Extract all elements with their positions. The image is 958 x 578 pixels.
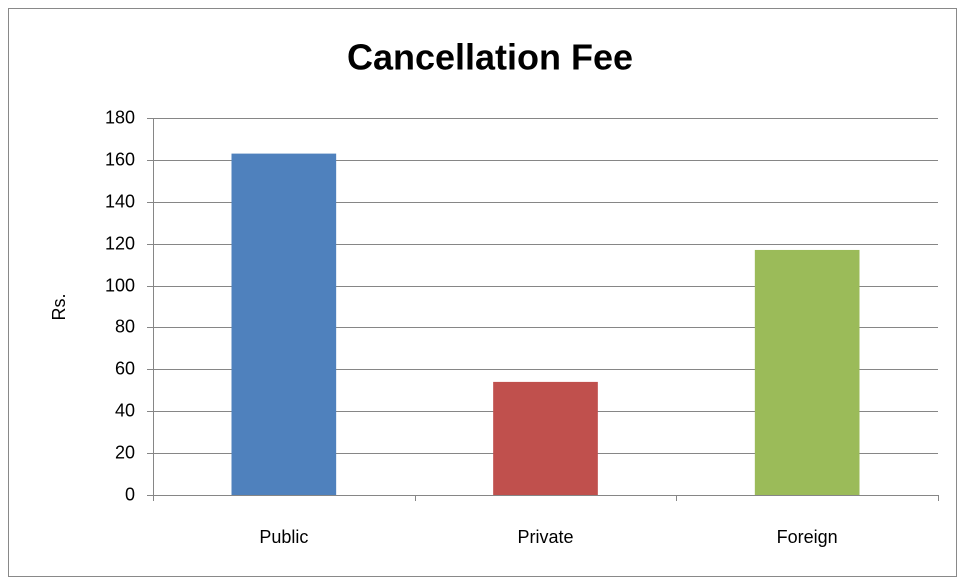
y-axis-label: Rs. (49, 294, 69, 321)
y-tick-label: 180 (105, 107, 135, 127)
y-tick-label: 160 (105, 149, 135, 169)
bar (754, 249, 860, 495)
y-tick-label: 80 (115, 316, 135, 336)
bar (231, 153, 337, 495)
y-tick-label: 20 (115, 442, 135, 462)
x-tick-label: Private (517, 527, 573, 547)
y-tick-label: 100 (105, 275, 135, 295)
y-tick-label: 40 (115, 400, 135, 420)
x-tick-label: Foreign (777, 527, 838, 547)
x-tick-label: Public (259, 527, 308, 547)
chart-title: Cancellation Fee (347, 37, 633, 78)
y-tick-label: 0 (125, 484, 135, 504)
y-tick-label: 120 (105, 233, 135, 253)
bar (493, 381, 598, 495)
y-tick-label: 60 (115, 358, 135, 378)
y-tick-label: 140 (105, 191, 135, 211)
